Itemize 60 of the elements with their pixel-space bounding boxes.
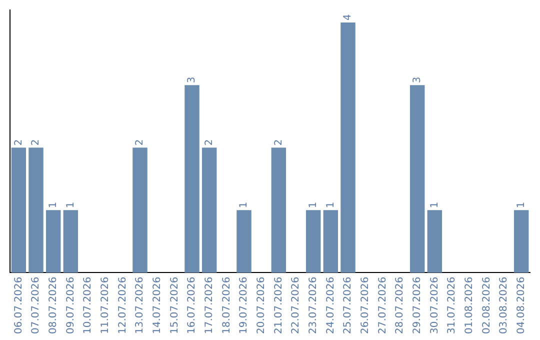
data-label: 1 — [325, 202, 336, 208]
x-tick-label: 28.07.2026 — [394, 276, 406, 334]
x-tick-label: 31.07.2026 — [446, 276, 458, 334]
x-tick-label: 03.08.2026 — [498, 276, 510, 334]
data-label: 4 — [342, 14, 354, 21]
bar — [63, 210, 78, 273]
x-tick-label: 13.07.2026 — [134, 276, 146, 334]
bar — [410, 85, 425, 273]
bar — [323, 210, 338, 273]
x-tick-label: 23.07.2026 — [308, 276, 319, 334]
x-tick-label: 08.07.2026 — [48, 276, 59, 334]
x-tick-label: 18.07.2026 — [221, 276, 232, 334]
x-tick-label: 16.07.2026 — [186, 276, 198, 334]
data-label: 3 — [412, 76, 423, 84]
data-label: 1 — [308, 202, 319, 208]
x-tick-label: 10.07.2026 — [82, 276, 94, 334]
bar — [271, 148, 286, 273]
x-tick-label: 19.07.2026 — [238, 276, 250, 334]
data-label: 1 — [48, 202, 59, 208]
data-label: 1 — [65, 202, 76, 208]
x-tick-label: 17.07.2026 — [204, 276, 215, 334]
data-label: 1 — [429, 202, 440, 208]
x-tick-label: 07.07.2026 — [30, 276, 42, 334]
bar — [132, 148, 148, 273]
data-label: 3 — [186, 76, 198, 84]
bar — [340, 22, 356, 273]
x-tick-label: 30.07.2026 — [429, 276, 440, 334]
bar — [514, 210, 529, 273]
x-tick-label: 20.07.2026 — [256, 276, 267, 334]
x-tick-label: 21.07.2026 — [273, 276, 284, 334]
x-tick-label: 12.07.2026 — [117, 276, 128, 334]
x-tick-label: 27.07.2026 — [377, 276, 388, 334]
data-label: 2 — [204, 139, 215, 146]
bar — [184, 85, 200, 273]
bar — [11, 148, 26, 273]
x-tick-label: 29.07.2026 — [412, 276, 423, 334]
data-label: 2 — [273, 139, 284, 146]
data-label: 2 — [30, 139, 42, 146]
x-tick-label: 02.08.2026 — [481, 276, 492, 334]
x-tick-label: 15.07.2026 — [169, 276, 180, 334]
x-tick-label: 01.08.2026 — [464, 276, 475, 334]
x-tick-label: 14.07.2026 — [152, 276, 163, 334]
data-label: 1 — [238, 202, 250, 208]
x-tick-label: 26.07.2026 — [360, 276, 371, 334]
x-tick-label: 06.07.2026 — [13, 276, 24, 334]
x-tick-label: 24.07.2026 — [325, 276, 336, 334]
bar — [28, 148, 44, 273]
data-label: 1 — [516, 202, 527, 208]
bar — [202, 148, 217, 273]
data-label: 2 — [134, 139, 146, 146]
bar — [236, 210, 252, 273]
x-tick-label: 04.08.2026 — [516, 276, 527, 334]
x-tick-label: 22.07.2026 — [290, 276, 302, 334]
data-label: 2 — [13, 139, 24, 146]
bar — [46, 210, 61, 273]
x-tick-label: 25.07.2026 — [342, 276, 354, 334]
x-tick-label: 09.07.2026 — [65, 276, 76, 334]
bar — [306, 210, 321, 273]
bar — [427, 210, 442, 273]
x-tick-label: 11.07.2026 — [100, 276, 111, 334]
